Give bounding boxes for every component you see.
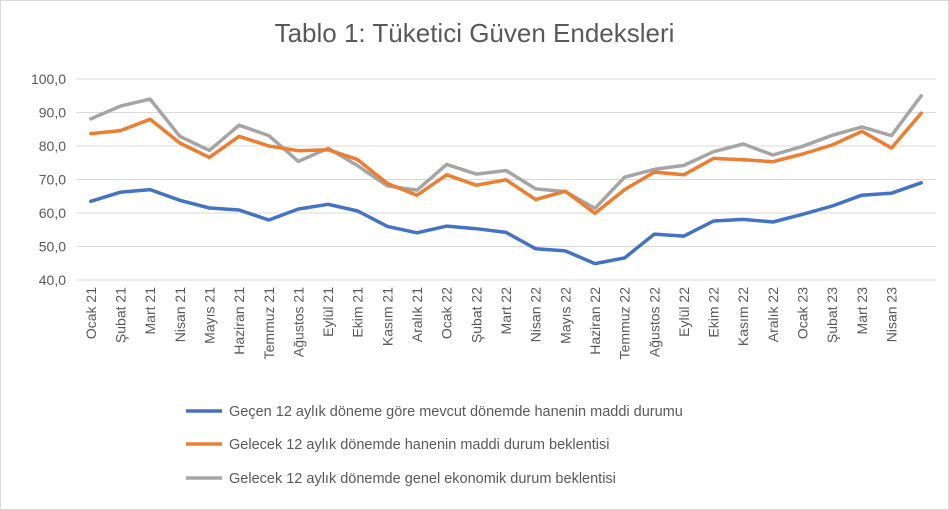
x-tick-label: Şubat 21 (112, 287, 128, 343)
series-line-3 (89, 94, 923, 211)
x-tick-label: Mart 22 (498, 287, 514, 335)
x-tick-label: Şubat 22 (468, 287, 484, 343)
x-tick-label: Eylül 22 (676, 287, 692, 337)
y-tick-label: 50,0 (39, 239, 66, 255)
x-tick-label: Aralık 21 (409, 287, 425, 342)
series-lines (89, 94, 923, 266)
y-tick-label: 80,0 (39, 138, 66, 154)
x-tick-label: Temmuz 21 (261, 287, 277, 360)
x-tick-label: Kasım 21 (379, 287, 395, 346)
x-tick-label: Ocak 22 (439, 287, 455, 339)
x-tick-label: Haziran 21 (231, 287, 247, 355)
x-tick-label: Eylül 21 (320, 287, 336, 337)
x-tick-label: Ağustos 21 (290, 287, 306, 357)
x-tick-label: Mart 23 (854, 287, 870, 335)
y-tick-label: 60,0 (39, 205, 66, 221)
y-tick-label: 100,0 (31, 71, 66, 87)
x-tick-label: Nisan 23 (884, 287, 900, 342)
x-axis: Ocak 21 Şubat 21 Mart 21 Nisan 21 Mayıs 21 Ha… (76, 279, 936, 360)
x-tick-label: Ocak 21 (83, 287, 99, 339)
x-tick-label: Mayıs 21 (201, 287, 217, 344)
legend-label: Geçen 12 aylık döneme göre mevcut dönemd… (229, 404, 683, 420)
x-tick-label: Aralık 22 (765, 287, 781, 342)
legend-label: Gelecek 12 aylık dönemde hanenin maddi d… (229, 437, 609, 453)
y-tick-label: 90,0 (39, 105, 66, 121)
x-tick-label: Nisan 21 (172, 287, 188, 342)
y-tick-label: 70,0 (39, 172, 66, 188)
x-tick-label: Mart 21 (142, 287, 158, 335)
x-tick-label: Ekim 22 (706, 287, 722, 338)
x-tick-label: Temmuz 22 (617, 287, 633, 360)
x-tick-label: Mayıs 22 (557, 287, 573, 344)
legend: Geçen 12 aylık döneme göre mevcut dönemd… (186, 404, 683, 487)
x-tick-label: Şubat 23 (824, 287, 840, 343)
x-tick-label: Kasım 22 (735, 287, 751, 346)
series-line-1 (89, 181, 923, 266)
y-axis: 40,0 50,0 60,0 70,0 80,0 90,0 100,0 (31, 71, 66, 288)
x-tick-label: Ekim 21 (350, 287, 366, 338)
x-tick-label: Haziran 22 (587, 287, 603, 355)
x-tick-label: Ağustos 22 (646, 287, 662, 357)
x-tick-label: Ocak 23 (795, 287, 811, 339)
gridlines (76, 78, 936, 281)
x-tick-label: Nisan 22 (528, 287, 544, 342)
chart-title: Tablo 1: Tüketici Güven Endeksleri (274, 18, 675, 48)
series-line-2 (89, 111, 923, 216)
legend-label: Gelecek 12 aylık dönemde genel ekonomik … (229, 471, 616, 487)
y-tick-label: 40,0 (39, 272, 66, 288)
